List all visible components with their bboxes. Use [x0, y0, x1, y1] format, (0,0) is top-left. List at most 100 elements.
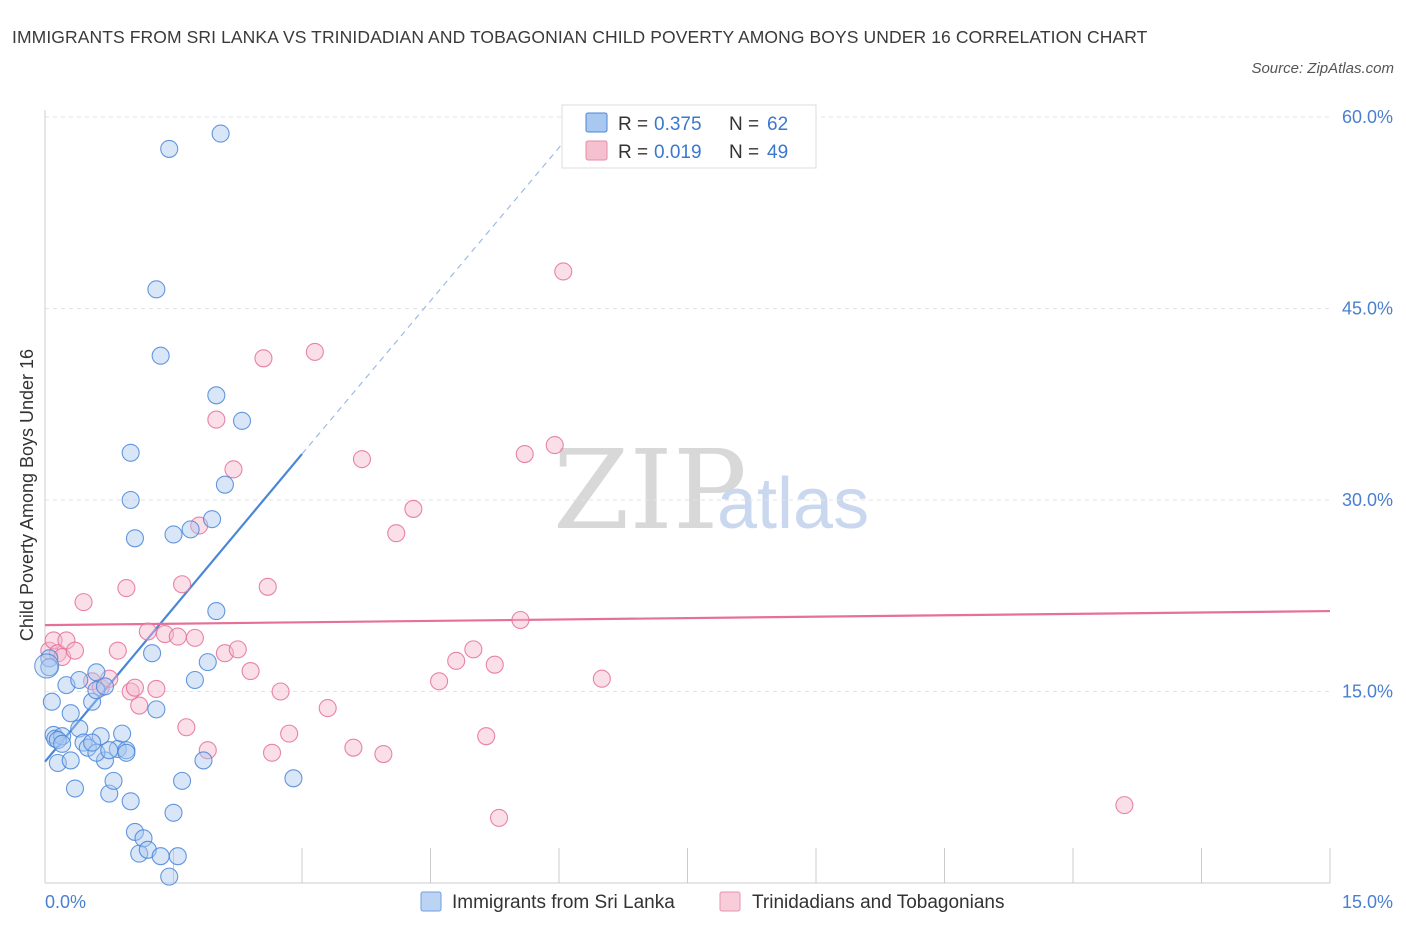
- point-sri-lanka-38: [194, 751, 213, 770]
- point-trinidad-10: [108, 641, 127, 660]
- y-tick-label-1: 30.0%: [1342, 490, 1393, 510]
- axes: [44, 110, 1331, 884]
- legend-n-value-1: 62: [767, 114, 788, 135]
- legend-r-value-1: 0.375: [654, 114, 702, 135]
- point-trinidad-27: [228, 640, 247, 659]
- point-sri-lanka-54: [100, 741, 119, 760]
- trend-line-sri-lanka: [44, 453, 303, 763]
- point-trinidad-33: [280, 724, 299, 743]
- point-trinidad-24: [207, 410, 226, 429]
- chart-source: Source: ZipAtlas.com: [1251, 60, 1394, 77]
- point-trinidad-15: [138, 622, 157, 641]
- point-sri-lanka-42: [207, 386, 226, 405]
- watermark-zip: ZIP: [553, 426, 747, 554]
- series-legend-swatch-sri-lanka: [420, 891, 442, 912]
- chart-title: IMMIGRANTS FROM SRI LANKA VS TRINIDADIAN…: [12, 27, 1148, 47]
- point-sri-lanka-21: [113, 724, 132, 743]
- legend-r-label-1: R =: [618, 114, 648, 135]
- point-sri-lanka-34: [173, 771, 192, 790]
- point-trinidad-32: [271, 682, 290, 701]
- point-sri-lanka-13: [83, 692, 102, 711]
- point-trinidad-31: [262, 743, 282, 762]
- point-sri-lanka-46: [121, 490, 140, 510]
- legend-swatch-trinidad: [585, 140, 608, 161]
- series-legend-label-trinidad: Trinidadians and Tobagonians: [752, 892, 1004, 913]
- point-sri-lanka-40: [203, 510, 222, 529]
- point-sri-lanka-61: [70, 670, 89, 690]
- trend-line-sri-lanka-extension: [301, 116, 586, 455]
- point-trinidad-11: [117, 579, 136, 598]
- point-sri-lanka-23: [121, 792, 140, 811]
- point-trinidad-38: [374, 745, 393, 764]
- point-sri-lanka-43: [215, 475, 234, 494]
- point-sri-lanka-37: [185, 670, 204, 690]
- legend-n-label-1: N =: [729, 114, 759, 135]
- point-trinidad-41: [430, 672, 449, 691]
- series-legend-label-sri-lanka: Immigrants from Sri Lanka: [452, 892, 675, 913]
- legend-r-value-2: 0.019: [654, 142, 702, 163]
- point-sri-lanka-51: [211, 124, 230, 143]
- trend-line-trinidad: [44, 609, 1331, 627]
- point-trinidad-34: [305, 342, 324, 361]
- point-sri-lanka-31: [160, 867, 179, 886]
- point-trinidad-26: [224, 460, 243, 479]
- point-trinidad-51: [592, 669, 611, 688]
- legend-n-value-2: 49: [767, 142, 788, 163]
- point-trinidad-42: [447, 651, 466, 670]
- point-sri-lanka-44: [232, 411, 252, 430]
- point-trinidad-18: [168, 627, 187, 646]
- point-trinidad-21: [185, 628, 204, 647]
- point-sri-lanka-48: [147, 280, 166, 299]
- point-trinidad-30: [258, 577, 277, 596]
- point-trinidad-5: [65, 641, 85, 660]
- legend-r-label-2: R =: [618, 142, 648, 163]
- point-sri-lanka-28: [143, 644, 162, 663]
- point-sri-lanka-59: [53, 734, 72, 753]
- point-sri-lanka-35: [164, 525, 183, 544]
- series-legend: Immigrants from Sri Lanka Trinidadians a…: [420, 891, 1004, 913]
- series-legend-swatch-trinidad: [719, 891, 741, 912]
- point-sri-lanka-8: [61, 704, 80, 723]
- point-trinidad-39: [387, 524, 406, 543]
- point-sri-lanka-2: [42, 692, 61, 711]
- point-sri-lanka-15: [87, 681, 106, 700]
- y-tick-label-3: 60.0%: [1342, 107, 1393, 127]
- point-trinidad-52: [1115, 796, 1134, 815]
- y-axis-label: Child Poverty Among Boys Under 16: [17, 349, 37, 641]
- point-trinidad-6: [74, 593, 93, 612]
- y-tick-label-0: 15.0%: [1342, 682, 1393, 702]
- point-trinidad-28: [241, 662, 260, 681]
- point-sri-lanka-57: [83, 733, 102, 752]
- point-sri-lanka-10: [70, 719, 89, 738]
- point-sri-lanka-32: [164, 803, 183, 822]
- watermark-atlas: atlas: [717, 464, 869, 544]
- point-trinidad-43: [464, 640, 483, 659]
- point-trinidad-36: [344, 738, 363, 757]
- point-trinidad-35: [318, 699, 337, 718]
- legend-n-label-2: N =: [729, 142, 759, 163]
- point-sri-lanka-50: [160, 139, 179, 158]
- y-tick-labels: 15.0% 30.0% 45.0% 60.0%: [1342, 107, 1393, 702]
- y-tick-label-2: 45.0%: [1342, 299, 1393, 319]
- point-trinidad-23: [198, 741, 217, 760]
- point-sri-lanka-55: [117, 743, 136, 762]
- point-trinidad-13: [125, 678, 144, 697]
- x-tick-label-1: 15.0%: [1342, 892, 1393, 912]
- point-sri-lanka-1: [40, 658, 59, 677]
- point-trinidad-49: [545, 436, 564, 455]
- x-tick-labels: 0.0% 15.0%: [45, 892, 1393, 912]
- point-sri-lanka-33: [168, 847, 187, 866]
- legend-swatch-sri-lanka: [585, 112, 608, 133]
- point-trinidad-29: [254, 349, 273, 368]
- point-sri-lanka-39: [198, 653, 217, 672]
- point-trinidad-45: [485, 655, 504, 674]
- point-sri-lanka-52: [284, 769, 303, 788]
- point-trinidad-50: [554, 262, 573, 281]
- stats-legend: R = 0.375 N = 62 R = 0.019 N = 49: [561, 104, 817, 169]
- point-sri-lanka-30: [151, 847, 170, 866]
- point-sri-lanka-45: [121, 443, 140, 462]
- point-trinidad-44: [477, 727, 496, 746]
- point-sri-lanka-large: [34, 653, 60, 679]
- point-sri-lanka-56: [61, 751, 80, 770]
- point-sri-lanka-9: [65, 779, 85, 798]
